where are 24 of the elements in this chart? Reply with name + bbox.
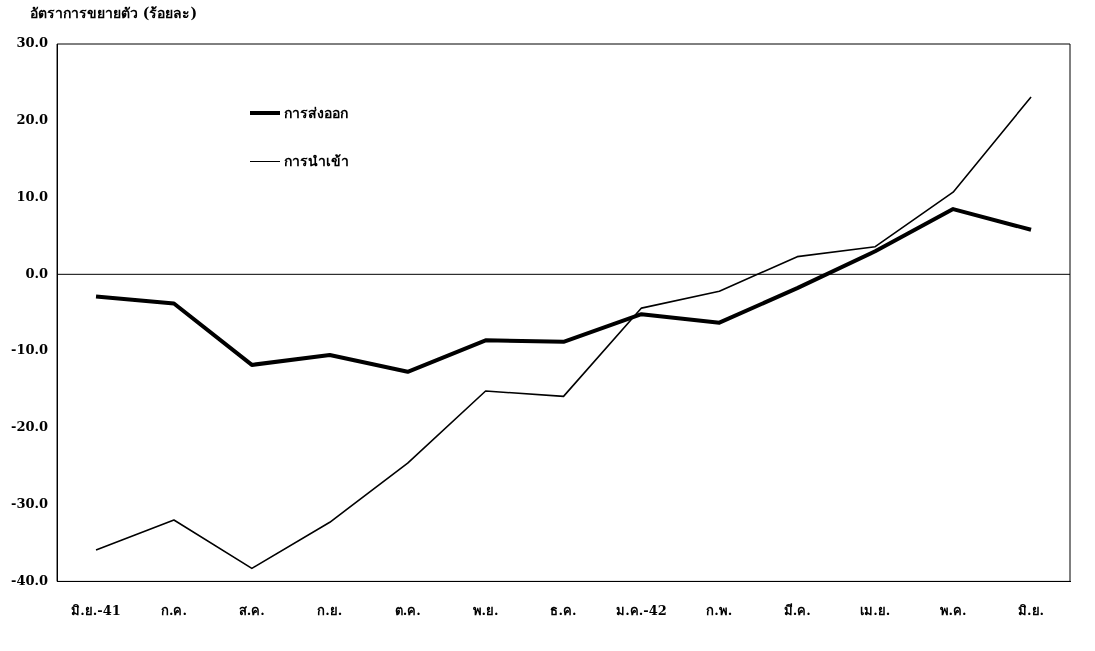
y-tick-label: -40.0 — [11, 572, 49, 588]
y-tick-label: -30.0 — [11, 496, 49, 511]
x-tick-label: พ.ค. — [939, 602, 967, 618]
x-tick-label: ก.ค. — [160, 602, 187, 618]
x-tick-label: ม.ค.-42 — [616, 602, 667, 618]
x-tick-label: มิ.ย. — [1018, 602, 1045, 618]
x-tick-label: มี.ค. — [783, 602, 811, 618]
x-tick-label: ส.ค. — [238, 602, 265, 618]
y-axis-title: อัตราการขยายตัว (ร้อยละ) — [30, 4, 198, 23]
x-tick-label: ก.พ. — [706, 602, 733, 618]
y-tick-label: 0.0 — [25, 265, 49, 281]
y-tick-label: -10.0 — [11, 342, 49, 358]
y-tick-label: 10.0 — [16, 188, 49, 204]
legend-label: การนำเข้า — [284, 152, 349, 171]
x-tick-label: ต.ค. — [394, 602, 421, 618]
legend-label: การส่งออก — [284, 104, 348, 123]
y-tick-label: -20.0 — [11, 419, 49, 435]
x-tick-label: ก.ย. — [317, 602, 343, 618]
x-tick-label: พ.ย. — [472, 602, 499, 618]
y-tick-label: 30.0 — [16, 35, 49, 51]
x-tick-label: ธ.ค. — [550, 602, 577, 618]
x-tick-label: เม.ย. — [860, 602, 891, 618]
x-tick-label: มิ.ย.-41 — [71, 602, 121, 618]
y-tick-label: 20.0 — [16, 112, 49, 128]
